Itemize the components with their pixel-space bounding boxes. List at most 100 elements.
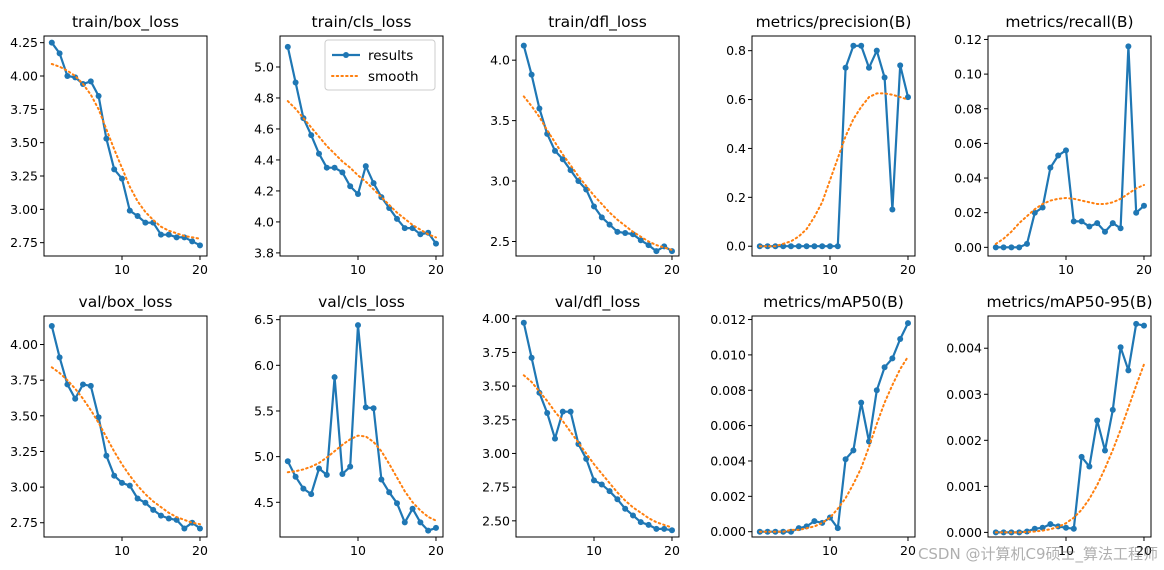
legend-smooth-label: smooth (368, 69, 419, 85)
results-point (1125, 43, 1132, 50)
results-point (378, 476, 385, 483)
smooth-line (522, 374, 673, 529)
results-point (339, 169, 346, 176)
results-point (354, 191, 361, 198)
results-point (897, 335, 904, 342)
y-tick-label: 0.002 (710, 489, 746, 504)
results-point (1070, 525, 1077, 532)
y-tick-label: 0.02 (954, 205, 982, 220)
results-point (165, 231, 172, 238)
legend-box (324, 39, 436, 91)
results-point (157, 231, 164, 238)
x-tick-label: 20 (1136, 262, 1152, 277)
y-tick-label: 4.0 (490, 53, 510, 68)
results-point (1016, 244, 1023, 251)
results-point (95, 93, 102, 99)
x-tick-label: 10 (114, 543, 130, 558)
results-point (873, 47, 880, 54)
results-point (1047, 164, 1054, 171)
y-tick-label: 4.5 (254, 495, 274, 510)
x-tick-label: 10 (1058, 262, 1074, 277)
results-point (134, 213, 141, 219)
results-point (103, 135, 110, 142)
results-point (904, 94, 911, 101)
results-point (1117, 344, 1124, 351)
y-tick-label: 2.50 (482, 513, 510, 528)
subplot-1: train/box_loss 2.75 3.00 3.25 3.50 3.75 4.00 4.… (10, 13, 208, 277)
y-tick-label: 3.0 (490, 174, 510, 189)
results-point (826, 243, 833, 250)
results-point (1008, 244, 1015, 251)
results-line (50, 325, 201, 530)
results-point (56, 354, 63, 361)
x-tick-label: 10 (822, 543, 838, 558)
axes-frame (43, 315, 208, 538)
y-tick-label: 5.0 (254, 449, 274, 464)
results-point (315, 150, 322, 157)
x-tick-label: 10 (586, 543, 602, 558)
x-tick-label: 20 (664, 543, 680, 558)
results-point (803, 243, 810, 250)
y-tick-label: 3.00 (10, 202, 38, 217)
results-point (1094, 220, 1101, 227)
results-point (1031, 525, 1038, 532)
results-point (165, 515, 172, 522)
results-point (629, 231, 636, 238)
results-point (173, 234, 180, 241)
results-point (1117, 225, 1124, 232)
results-point (157, 512, 164, 519)
legend-results-label: results (368, 48, 413, 64)
y-tick-label: 3.8 (254, 245, 274, 260)
results-point (559, 156, 566, 163)
results-point (1140, 322, 1147, 329)
y-tick-label: 4.4 (254, 152, 274, 167)
results-point (881, 364, 888, 371)
results-point (284, 458, 291, 465)
y-tick-label: 3.75 (10, 373, 38, 388)
subplot-7: val/cls_loss 4.5 5.0 5.5 6.0 6.5 10 20 (254, 293, 444, 558)
smooth-line (758, 355, 909, 533)
results-line (522, 45, 673, 253)
results-point (1078, 218, 1085, 225)
results-point (1047, 521, 1054, 528)
results-point (520, 319, 527, 326)
plot-title: metrics/recall(B) (1005, 13, 1133, 31)
results-point (551, 435, 558, 442)
results-point (536, 105, 543, 112)
results-point (64, 73, 71, 79)
smooth-line (50, 366, 201, 526)
results-point (292, 79, 299, 86)
results-point (370, 405, 377, 412)
results-point (300, 485, 307, 492)
results-point (881, 74, 888, 81)
results-point (614, 228, 621, 235)
y-tick-label: 0.04 (954, 171, 982, 186)
results-point (181, 525, 188, 532)
results-point (834, 243, 841, 250)
results-point (598, 214, 605, 221)
y-tick-label: 6.0 (254, 358, 274, 373)
results-point (897, 62, 904, 69)
y-tick-label: 6.5 (254, 312, 274, 327)
results-point (583, 455, 590, 462)
results-point (645, 242, 652, 249)
y-tick-label: 0.004 (710, 453, 746, 468)
results-point (873, 387, 880, 394)
results-point (811, 518, 818, 525)
y-tick-label: 2.75 (10, 515, 38, 530)
results-point (1125, 367, 1132, 374)
y-tick-label: 4.8 (254, 90, 274, 105)
results-point (1039, 524, 1046, 531)
watermark: CSDN @计算机C9硕士_算法工程师 (917, 545, 1158, 563)
y-tick-label: 5.5 (254, 403, 274, 418)
results-point (354, 322, 361, 329)
results-point (622, 505, 629, 512)
results-point (834, 525, 841, 532)
results-point (889, 355, 896, 362)
results-point (606, 221, 613, 228)
results-point (292, 473, 299, 480)
results-point (520, 42, 527, 49)
y-tick-label: 3.25 (10, 444, 38, 459)
y-tick-label: 4.00 (10, 337, 38, 352)
